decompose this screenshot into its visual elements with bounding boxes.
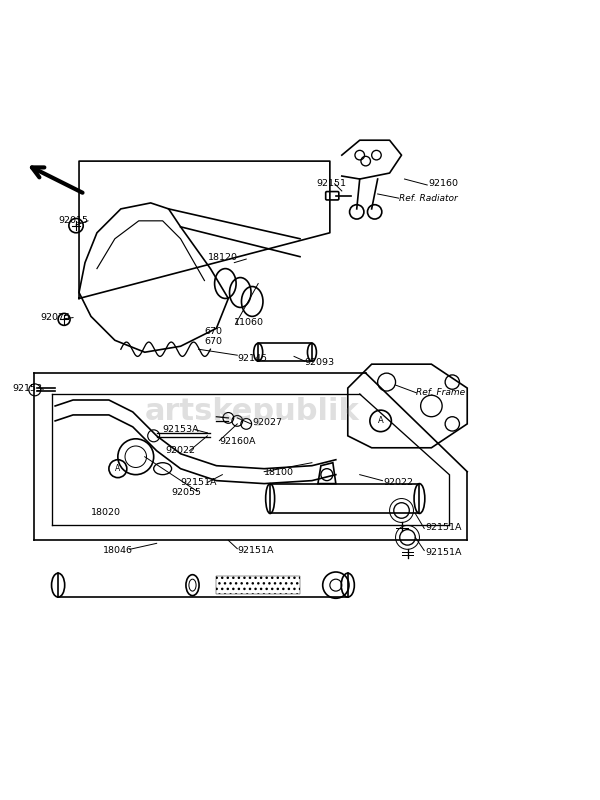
Text: 92022: 92022 <box>166 446 196 455</box>
Text: Ref. Radiator: Ref. Radiator <box>398 194 457 202</box>
Text: 92022: 92022 <box>383 478 413 487</box>
Text: 92151A: 92151A <box>237 546 274 555</box>
Text: 92151A: 92151A <box>181 478 217 487</box>
Text: 92015: 92015 <box>58 216 88 226</box>
Text: 670: 670 <box>205 337 223 346</box>
Text: Ref. Frame: Ref. Frame <box>416 388 466 398</box>
Text: 92153A: 92153A <box>163 426 199 434</box>
Text: 92055: 92055 <box>172 488 202 497</box>
Text: A: A <box>115 464 121 473</box>
Text: 92151: 92151 <box>317 179 347 188</box>
Text: 670: 670 <box>205 327 223 336</box>
Text: 18046: 18046 <box>103 546 133 555</box>
Text: 11060: 11060 <box>235 318 265 327</box>
Text: 92027: 92027 <box>252 418 282 427</box>
Text: 92145: 92145 <box>237 354 267 362</box>
Text: artskepublik: artskepublik <box>145 398 359 426</box>
Text: 18120: 18120 <box>208 254 238 262</box>
Text: A: A <box>378 417 383 426</box>
Text: 92153: 92153 <box>12 383 42 393</box>
Text: 18020: 18020 <box>91 508 121 517</box>
Text: 92160A: 92160A <box>220 438 256 446</box>
Text: 18100: 18100 <box>264 468 294 478</box>
Text: 92151A: 92151A <box>425 548 462 557</box>
Text: 92093: 92093 <box>305 358 335 367</box>
Text: 92160: 92160 <box>428 178 458 188</box>
Text: 92075: 92075 <box>40 313 70 322</box>
Text: 92151A: 92151A <box>425 522 462 532</box>
